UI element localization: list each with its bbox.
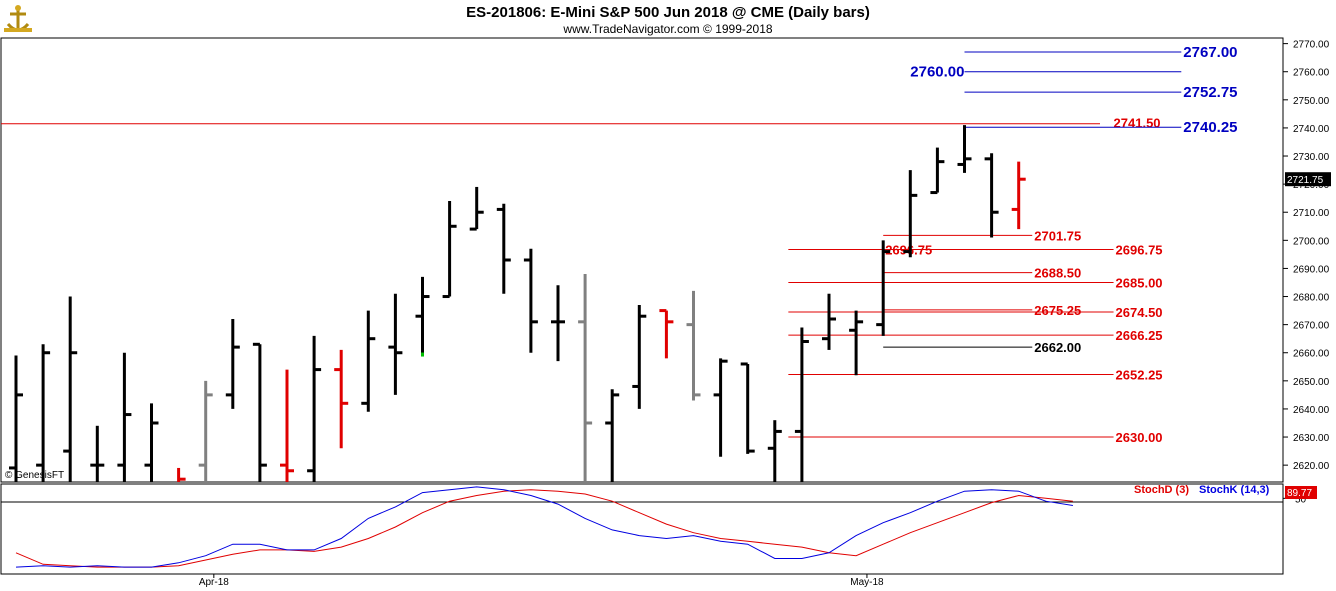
legend-stochk: StochK (14,3) bbox=[1199, 484, 1270, 496]
level-label: 2685.00 bbox=[1116, 275, 1163, 290]
x-tick-label: May-18 bbox=[850, 577, 884, 588]
ohlc-bar bbox=[307, 335, 322, 482]
level-label: 2674.50 bbox=[1116, 305, 1163, 320]
green-marker bbox=[421, 352, 424, 357]
ohlc-bar bbox=[496, 203, 511, 294]
ohlc-bar bbox=[578, 274, 593, 482]
ohlc-bar bbox=[523, 248, 538, 353]
ohlc-bar bbox=[822, 293, 836, 350]
ohlc-bar bbox=[280, 369, 294, 482]
y-tick-label: 2630.00 bbox=[1293, 433, 1330, 444]
ohlc-bar bbox=[551, 285, 565, 362]
ohlc-bar bbox=[177, 467, 186, 482]
ohlc-bar bbox=[144, 403, 159, 482]
level-label: 2760.00 bbox=[910, 64, 964, 81]
ohlc-bar bbox=[1011, 161, 1026, 230]
ohlc-bar bbox=[9, 355, 23, 482]
ohlc-bar bbox=[849, 310, 864, 376]
chart-header: ES-201806: E-Mini S&P 500 Jun 2018 @ CME… bbox=[4, 4, 870, 36]
legend-stochd: StochD (3) bbox=[1134, 484, 1189, 496]
chart-title: ES-201806: E-Mini S&P 500 Jun 2018 @ CME… bbox=[466, 4, 870, 21]
ohlc-bar bbox=[469, 186, 484, 231]
level-label: 2767.00 bbox=[1183, 44, 1237, 61]
ohlc-bar bbox=[117, 352, 132, 482]
levels-layer: 2741.50 2767.00 2760.00 2752.75 2740.25 2701.… bbox=[1, 44, 1238, 445]
y-tick-label: 2770.00 bbox=[1293, 40, 1330, 51]
level-label: 2688.50 bbox=[1034, 266, 1081, 281]
y-tick-label: 2760.00 bbox=[1293, 68, 1330, 79]
y-tick-label: 2750.00 bbox=[1293, 96, 1330, 107]
y-tick-label: 2650.00 bbox=[1293, 377, 1330, 388]
y-tick-label: 2700.00 bbox=[1293, 236, 1330, 247]
level-label: 2752.75 bbox=[1183, 84, 1237, 101]
y-tick-label: 2660.00 bbox=[1293, 349, 1330, 360]
level-label: 2701.75 bbox=[1034, 228, 1081, 243]
y-tick-label: 2710.00 bbox=[1293, 208, 1330, 219]
ohlc-bar bbox=[876, 240, 891, 336]
stoch-line bbox=[15, 489, 1073, 568]
ohlc-bar bbox=[713, 358, 728, 457]
y-tick-label: 2740.00 bbox=[1293, 124, 1330, 135]
ohlc-bar bbox=[957, 125, 972, 173]
ohlc-bar bbox=[63, 296, 78, 482]
current-price-label: 2721.75 bbox=[1287, 175, 1324, 186]
level-label: 2630.00 bbox=[1116, 430, 1163, 445]
anchor-logo-icon bbox=[4, 5, 32, 32]
ohlc-bar bbox=[442, 200, 457, 299]
level-label: 2652.25 bbox=[1116, 368, 1163, 383]
stoch-y-tick-label: 50 bbox=[1295, 494, 1307, 505]
y-tick-label: 2730.00 bbox=[1293, 152, 1330, 163]
y-tick-label: 2680.00 bbox=[1293, 293, 1330, 304]
stoch-last-label: 89.77 bbox=[1287, 488, 1312, 499]
level-inner-label: 2696.75 bbox=[885, 242, 932, 257]
ohlc-bar bbox=[334, 349, 349, 449]
ohlc-bar bbox=[198, 380, 213, 482]
stoch-line bbox=[15, 486, 1073, 568]
ohlc-bar bbox=[794, 327, 809, 482]
ohlc-bar bbox=[90, 425, 105, 482]
ohlc-bar bbox=[740, 362, 755, 454]
watermark-text: © GenesisFT bbox=[5, 470, 64, 481]
ohlc-bar bbox=[686, 290, 701, 401]
ohlc-bar bbox=[361, 310, 376, 412]
level-label: 2741.50 bbox=[1114, 116, 1161, 131]
price-axis: 2620.00 2630.00 2640.00 2650.00 2660.00 2670.… bbox=[1283, 40, 1331, 472]
ohlc-bar bbox=[605, 389, 620, 482]
y-tick-label: 2670.00 bbox=[1293, 321, 1330, 332]
ohlc-bar bbox=[984, 153, 999, 238]
bars-layer bbox=[9, 125, 1026, 482]
chart-subtitle: www.TradeNavigator.com © 1999-2018 bbox=[562, 22, 772, 36]
ohlc-bar bbox=[388, 293, 403, 395]
stoch-panel-frame bbox=[0, 483, 1284, 575]
price-panel-frame bbox=[0, 37, 1284, 483]
ohlc-bar bbox=[632, 304, 647, 409]
y-tick-label: 2620.00 bbox=[1293, 461, 1330, 472]
y-tick-label: 2640.00 bbox=[1293, 405, 1330, 416]
stoch-last-box bbox=[1285, 486, 1317, 499]
x-tick-label: Apr-18 bbox=[199, 577, 229, 588]
level-label: 2666.25 bbox=[1116, 328, 1163, 343]
y-tick-label: 2690.00 bbox=[1293, 264, 1330, 275]
level-label: 2740.25 bbox=[1183, 119, 1237, 136]
current-price-box bbox=[1285, 172, 1331, 187]
ohlc-bar bbox=[767, 420, 782, 482]
level-label: 2696.75 bbox=[1116, 242, 1163, 257]
level-label: 2662.00 bbox=[1034, 340, 1081, 355]
ohlc-bar bbox=[903, 170, 918, 258]
ohlc-bar bbox=[252, 342, 267, 482]
ohlc-bar bbox=[36, 344, 51, 482]
ohlc-bar bbox=[415, 276, 430, 356]
ohlc-bar bbox=[225, 319, 240, 409]
ohlc-bar bbox=[659, 309, 674, 359]
x-axis-labels: Apr-18 May-18 bbox=[199, 574, 884, 588]
level-label: 2675.25 bbox=[1034, 303, 1081, 318]
ohlc-bar bbox=[930, 147, 945, 195]
